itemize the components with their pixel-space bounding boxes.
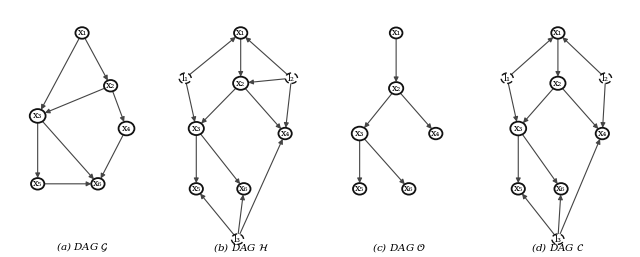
Text: x₂: x₂ <box>106 81 115 90</box>
Text: (a) DAG $\mathcal{G}$: (a) DAG $\mathcal{G}$ <box>56 241 109 254</box>
Ellipse shape <box>352 127 367 140</box>
Ellipse shape <box>552 234 564 244</box>
Ellipse shape <box>511 183 525 195</box>
Ellipse shape <box>353 183 366 195</box>
Text: l₂: l₂ <box>602 74 609 83</box>
Ellipse shape <box>389 82 403 94</box>
Ellipse shape <box>429 128 442 139</box>
Text: x₅: x₅ <box>513 184 523 193</box>
Ellipse shape <box>179 73 191 84</box>
Text: x₆: x₆ <box>556 184 566 193</box>
Ellipse shape <box>501 73 513 84</box>
Ellipse shape <box>600 73 612 84</box>
Ellipse shape <box>29 109 45 123</box>
Text: x₃: x₃ <box>513 124 523 133</box>
Text: x₄: x₄ <box>122 124 131 133</box>
Ellipse shape <box>31 178 44 190</box>
Text: x₅: x₅ <box>191 184 201 193</box>
Ellipse shape <box>104 80 117 91</box>
Text: x₆: x₆ <box>239 184 248 193</box>
Text: l₁: l₁ <box>182 74 189 83</box>
Text: x₆: x₆ <box>404 184 413 193</box>
Ellipse shape <box>234 27 247 39</box>
Text: x₂: x₂ <box>554 79 563 88</box>
Text: x₃: x₃ <box>191 124 201 133</box>
Text: x₅: x₅ <box>355 184 364 193</box>
Ellipse shape <box>554 183 568 195</box>
Text: x₁: x₁ <box>236 29 245 38</box>
Ellipse shape <box>596 128 609 139</box>
Text: x₅: x₅ <box>33 179 42 188</box>
Text: x₂: x₂ <box>392 84 401 93</box>
Text: (c) DAG $\mathcal{O}$: (c) DAG $\mathcal{O}$ <box>372 241 426 254</box>
Ellipse shape <box>92 178 104 190</box>
Text: x₁: x₁ <box>553 29 563 38</box>
Ellipse shape <box>278 128 292 139</box>
Text: (b) DAG $\mathcal{H}$: (b) DAG $\mathcal{H}$ <box>212 241 269 254</box>
Ellipse shape <box>402 183 415 195</box>
Text: l₃: l₃ <box>234 235 241 244</box>
Ellipse shape <box>551 27 564 39</box>
Text: l₂: l₂ <box>288 74 295 83</box>
Ellipse shape <box>237 183 250 195</box>
Text: x₃: x₃ <box>33 112 42 121</box>
Ellipse shape <box>390 27 403 39</box>
Text: x₆: x₆ <box>93 179 102 188</box>
Text: x₄: x₄ <box>280 129 290 138</box>
Text: x₂: x₂ <box>236 79 245 88</box>
Text: x₄: x₄ <box>598 129 607 138</box>
Ellipse shape <box>189 183 203 195</box>
Text: x₁: x₁ <box>392 29 401 38</box>
Text: l₁: l₁ <box>504 74 511 83</box>
Ellipse shape <box>550 77 566 90</box>
Text: x₁: x₁ <box>77 29 87 38</box>
Ellipse shape <box>76 27 89 39</box>
Text: x₃: x₃ <box>355 129 364 138</box>
Ellipse shape <box>510 122 526 135</box>
Ellipse shape <box>285 73 298 84</box>
Ellipse shape <box>118 122 134 135</box>
Ellipse shape <box>189 122 204 135</box>
Ellipse shape <box>233 77 248 90</box>
Text: x₄: x₄ <box>431 129 440 138</box>
Text: l₃: l₃ <box>554 235 561 244</box>
Text: (d) DAG $\mathcal{C}$: (d) DAG $\mathcal{C}$ <box>531 241 585 254</box>
Ellipse shape <box>232 234 244 244</box>
